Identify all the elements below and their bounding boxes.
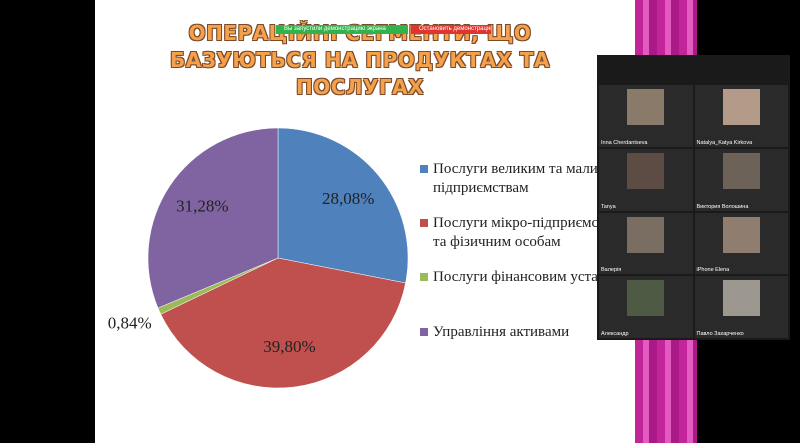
participant-tile[interactable]: Inna Cherdantseva	[599, 85, 693, 147]
participant-name: Валерія	[601, 267, 622, 274]
video-feed	[722, 216, 760, 253]
participant-tile[interactable]: iPhone Elena	[694, 212, 788, 275]
participant-name: Tanya	[601, 203, 616, 210]
legend-item: Послуги мікро-підприємствам та фізичним …	[420, 214, 643, 252]
pie-slice	[147, 127, 279, 309]
participant-name: Александр	[601, 331, 629, 337]
video-feed	[627, 89, 665, 125]
pie-slice	[277, 127, 409, 284]
chart: 28,08% 39,80% 0,84% 31,28%	[108, 127, 409, 389]
legend-swatch	[420, 165, 428, 173]
legend-item: Послуги великим та малим підприємствам	[420, 160, 643, 198]
participant-tile[interactable]: Павло Захарченко	[694, 276, 788, 338]
participant-name: iPhone Elena	[696, 267, 730, 274]
legend-label: Послуги мікро-підприємствам та фізичним …	[433, 215, 628, 250]
legend-swatch	[420, 219, 428, 227]
participant-tile[interactable]: Валерія	[599, 212, 693, 275]
video-gallery: Inna Cherdantseva Natalya_Katya Kirkova Ta…	[597, 55, 790, 340]
participant-tile[interactable]: Natalya_Katya Kirkova	[694, 85, 788, 147]
legend-item: Послуги фінансовим установам	[420, 268, 643, 287]
data-label: 0,84%	[108, 313, 152, 332]
legend-label: Управління активами	[433, 324, 570, 340]
data-label: 31,28%	[176, 196, 228, 215]
stop-share-button[interactable]: Остановить демонстрацию	[411, 25, 491, 34]
video-feed	[627, 152, 665, 189]
legend-swatch	[420, 328, 428, 336]
video-feed	[722, 89, 760, 125]
legend-label: Послуги фінансовим установам	[433, 269, 637, 285]
video-feed	[627, 280, 665, 317]
legend-swatch	[420, 273, 428, 281]
sharing-indicator: Вы запустили демонстрацию экрана	[276, 25, 408, 34]
pie-slice	[160, 257, 406, 389]
data-label: 39,80%	[263, 337, 315, 356]
video-feed	[722, 280, 760, 317]
participant-tile[interactable]: Виктория Волошина	[694, 148, 788, 211]
participant-name: Inna Cherdantseva	[601, 139, 648, 146]
participant-name: Natalya_Katya Kirkova	[696, 139, 753, 146]
video-feed	[722, 152, 760, 189]
participant-tile[interactable]: Tanya	[599, 148, 693, 211]
video-feed	[627, 216, 665, 253]
legend-item: Управління активами	[420, 323, 643, 342]
legend-label: Послуги великим та малим підприємствам	[433, 161, 608, 196]
participant-tile[interactable]: Александр	[599, 276, 693, 338]
participant-name: Павло Захарченко	[696, 331, 744, 337]
data-label: 28,08%	[322, 189, 374, 208]
participant-name: Виктория Волошина	[696, 203, 749, 210]
